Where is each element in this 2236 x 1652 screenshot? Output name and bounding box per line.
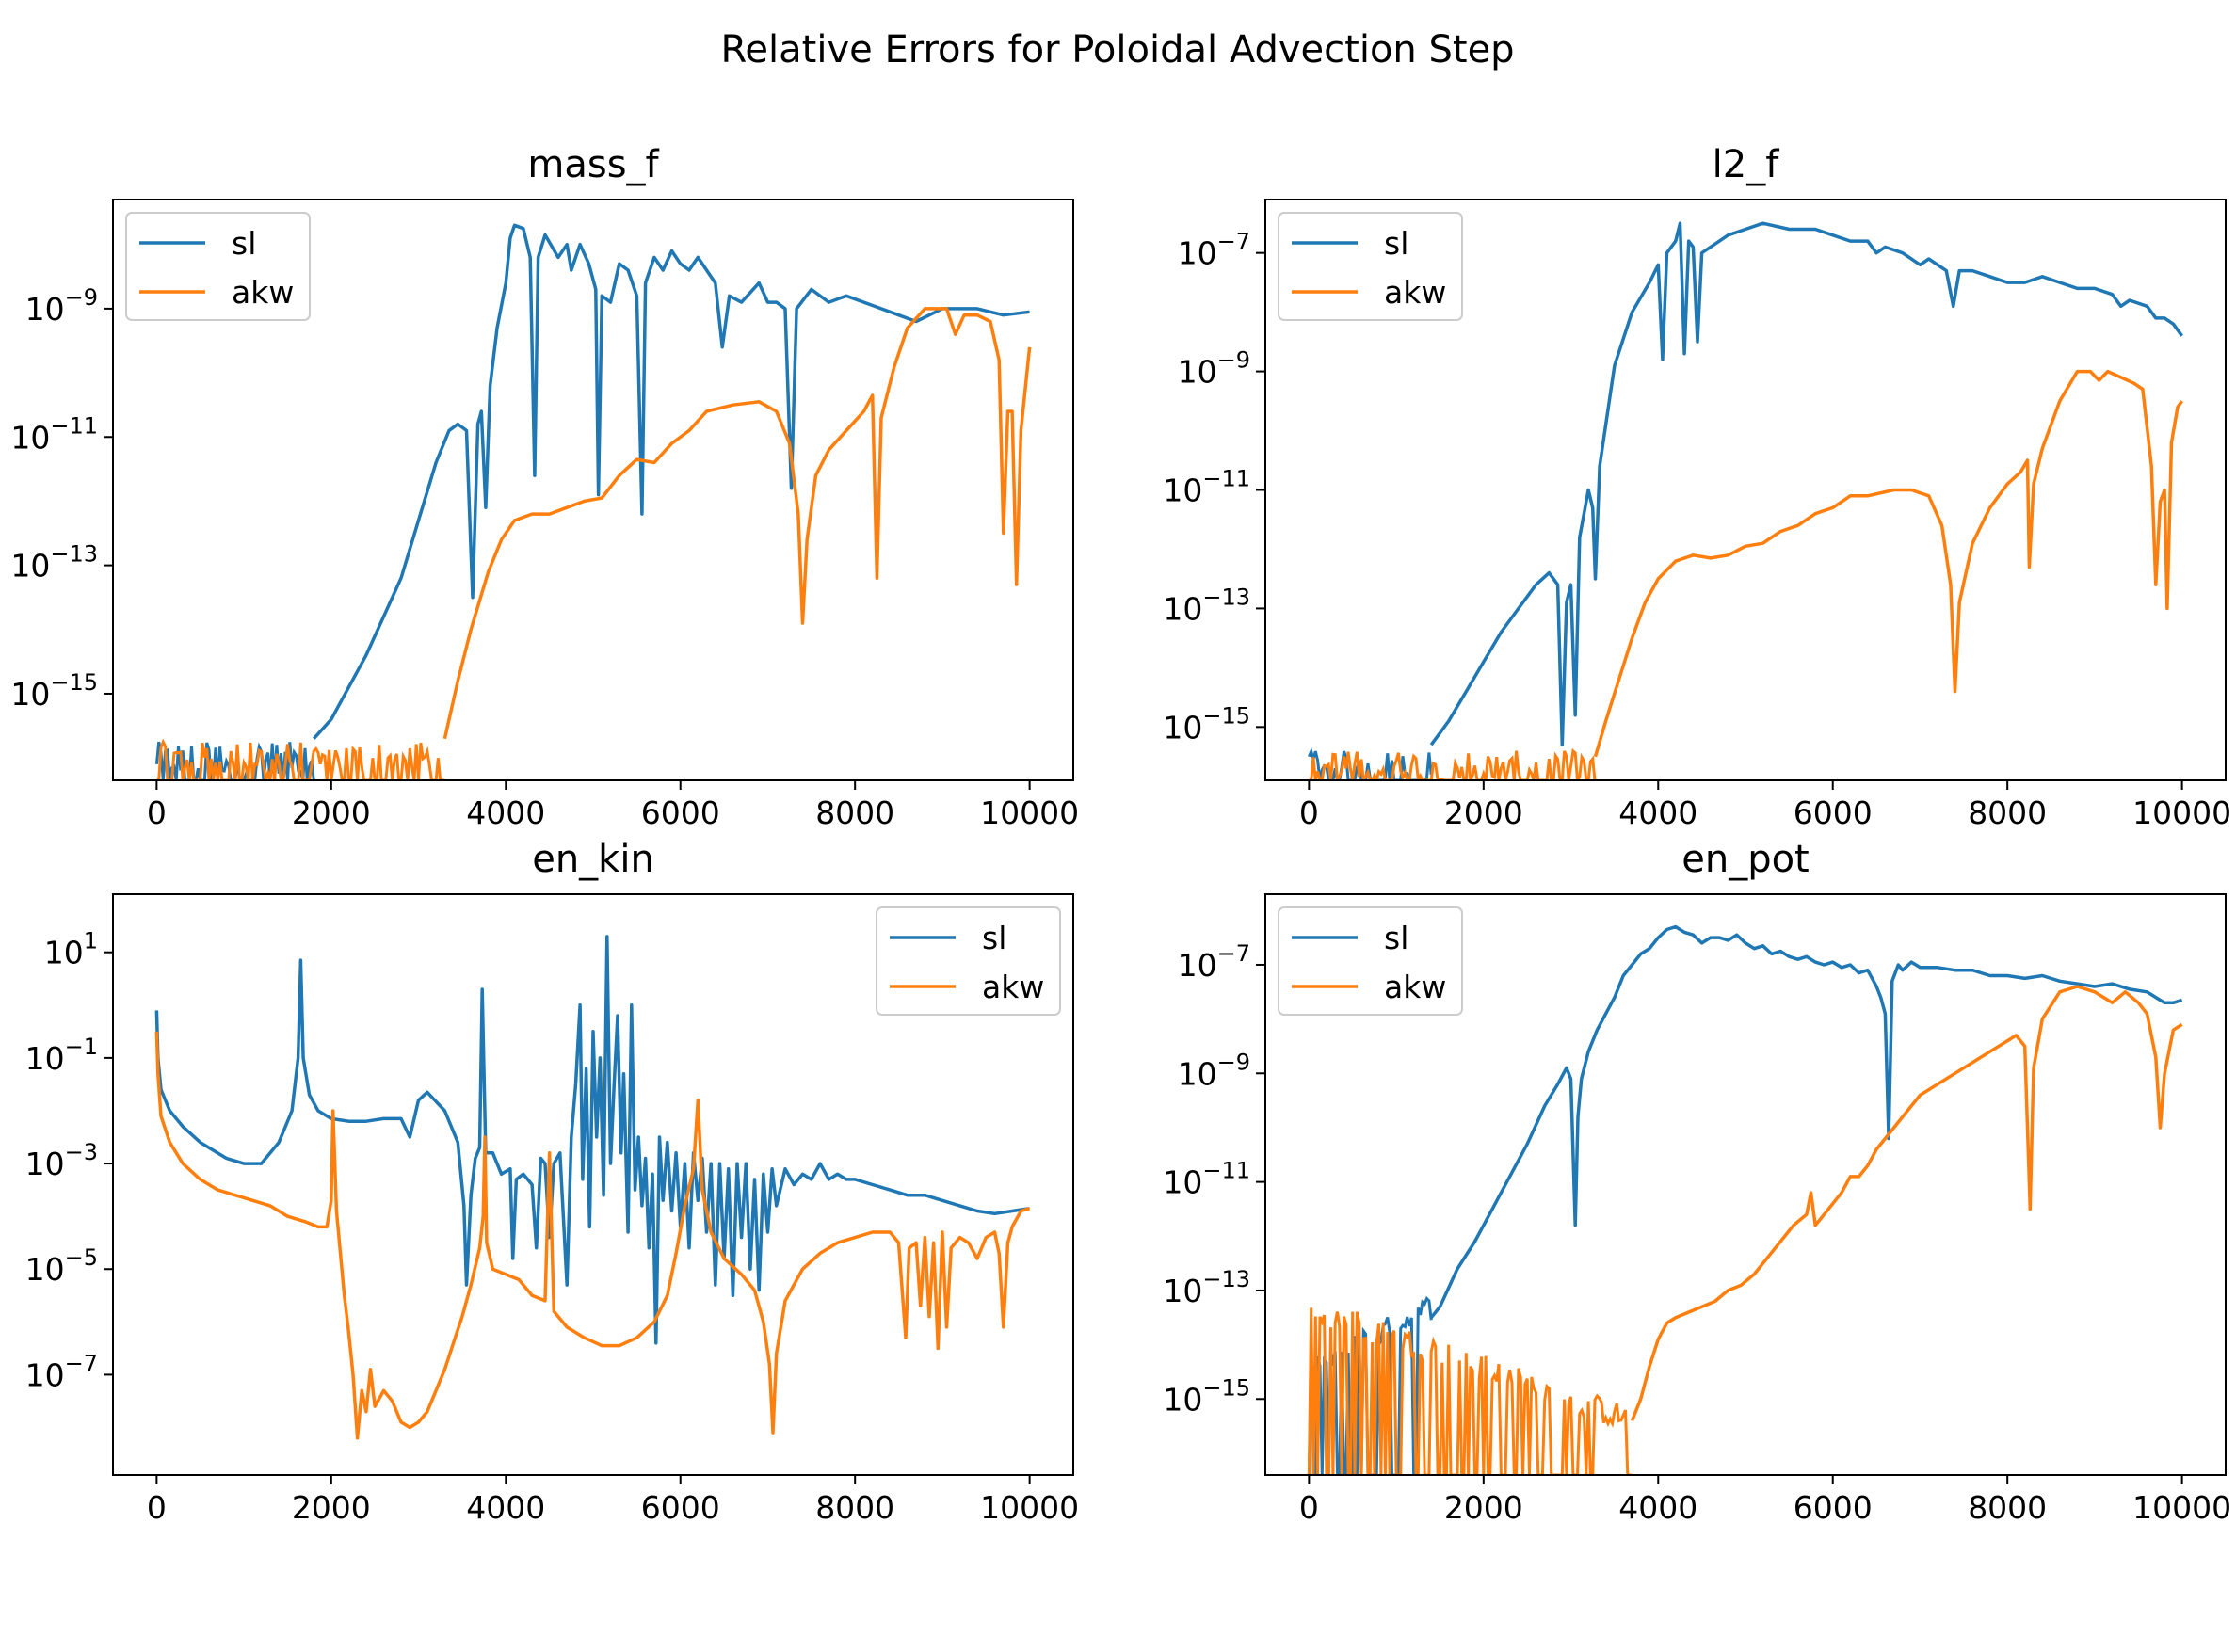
series-sl — [154, 935, 1030, 1345]
series-line-akw — [1593, 369, 2184, 758]
subplot-en_kin: en_kin 0 2000 4000 6000 8000 10000 10−7 10−5 10−3… — [25, 838, 1080, 1526]
y-tick-label: 10−13 — [1163, 584, 1250, 627]
y-tick-label: 10−7 — [25, 1350, 98, 1393]
x-tick-label: 4000 — [466, 794, 545, 831]
series-line-sl — [1429, 221, 2184, 746]
y-tick-label: 10−11 — [1163, 466, 1250, 509]
x-tick-label: 4000 — [1618, 1489, 1697, 1526]
x-tick-label: 2000 — [1444, 1489, 1523, 1526]
legend: sl akw — [1278, 906, 1463, 1016]
y-tick-label: 10−9 — [1178, 1049, 1250, 1092]
plot-frame — [1264, 199, 2227, 781]
x-tick-label: 2000 — [292, 1489, 371, 1526]
legend-label-akw: akw — [1384, 274, 1446, 311]
legend-label-sl: sl — [1384, 225, 1408, 262]
y-tick-label: 10−1 — [25, 1034, 98, 1077]
y-tick-label: 10−13 — [1163, 1266, 1250, 1309]
series-akw — [154, 1031, 1031, 1440]
legend-label-akw: akw — [982, 969, 1044, 1005]
plot-frame — [1264, 893, 2227, 1476]
x-tick-label: 4000 — [466, 1489, 545, 1526]
x-tick-label: 2000 — [1444, 794, 1523, 831]
x-tick-label: 0 — [1299, 1489, 1319, 1526]
subplot-l2_f: l2_f 0 2000 4000 6000 8000 10000 10−15 10−13 10−1… — [1163, 143, 2231, 831]
series-line-akw — [442, 307, 1032, 740]
series-noise-akw — [1307, 1307, 1633, 1475]
x-tick-label: 6000 — [641, 1489, 720, 1526]
subplot-title: mass_f — [527, 143, 659, 186]
series-akw — [1307, 985, 2183, 1475]
x-tick-label: 0 — [147, 794, 167, 831]
x-tick-label: 6000 — [641, 794, 720, 831]
plot-frame — [112, 199, 1074, 781]
y-tick-label: 10−11 — [1163, 1158, 1250, 1201]
y-tick-label: 101 — [44, 928, 98, 971]
series-line-sl — [313, 223, 1030, 740]
y-tick-label: 10−9 — [1178, 347, 1250, 391]
series-sl — [154, 223, 1030, 780]
legend: sl akw — [876, 906, 1061, 1016]
series-akw — [156, 307, 1032, 780]
y-tick-label: 10−9 — [25, 284, 98, 328]
series-line-akw — [154, 1031, 1031, 1440]
x-tick-label: 0 — [147, 1489, 167, 1526]
legend-label-akw: akw — [232, 274, 294, 311]
legend-label-sl: sl — [232, 225, 256, 262]
figure-title: Relative Errors for Poloidal Advection S… — [720, 28, 1514, 72]
y-tick-label: 10−7 — [1178, 229, 1250, 272]
x-tick-label: 10000 — [980, 794, 1079, 831]
y-tick-label: 10−5 — [25, 1244, 98, 1288]
x-tick-label: 6000 — [1794, 794, 1873, 831]
x-tick-label: 0 — [1299, 794, 1319, 831]
y-tick-label: 10−15 — [10, 669, 98, 713]
x-tick-label: 8000 — [1968, 794, 2047, 831]
subplot-title: en_kin — [532, 838, 654, 881]
x-tick-label: 6000 — [1794, 1489, 1873, 1526]
x-tick-label: 8000 — [815, 794, 894, 831]
x-tick-label: 10000 — [2132, 794, 2231, 831]
legend-label-sl: sl — [1384, 920, 1408, 956]
x-tick-label: 10000 — [980, 1489, 1079, 1526]
series-line-akw — [1630, 985, 2183, 1421]
y-tick-label: 10−3 — [25, 1139, 98, 1182]
legend-label-akw: akw — [1384, 969, 1446, 1005]
y-tick-label: 10−7 — [1178, 940, 1250, 984]
x-tick-label: 4000 — [1618, 794, 1697, 831]
subplot-title: l2_f — [1713, 143, 1780, 186]
x-tick-label: 10000 — [2132, 1489, 2231, 1526]
y-tick-label: 10−13 — [10, 541, 98, 585]
y-tick-label: 10−15 — [1163, 702, 1250, 746]
legend-label-sl: sl — [982, 920, 1006, 956]
series-noise-akw — [156, 738, 445, 780]
x-tick-label: 8000 — [815, 1489, 894, 1526]
legend: sl akw — [125, 212, 311, 321]
x-tick-label: 2000 — [292, 794, 371, 831]
series-line-sl — [154, 935, 1030, 1345]
subplot-title: en_pot — [1681, 838, 1810, 881]
y-tick-label: 10−11 — [10, 412, 98, 456]
series-line-sl — [1429, 924, 2183, 1319]
y-tick-label: 10−15 — [1163, 1374, 1250, 1418]
plot-frame — [112, 893, 1074, 1476]
series-noise-akw — [1309, 747, 1597, 780]
subplot-en_pot: en_pot 0 2000 4000 6000 8000 10000 10−15 10−13 10… — [1163, 838, 2231, 1526]
x-tick-label: 8000 — [1968, 1489, 2047, 1526]
subplot-mass_f: mass_f 0 2000 4000 6000 8000 10000 10−15 10−13 10… — [10, 143, 1079, 831]
series-akw — [1309, 369, 2184, 780]
legend: sl akw — [1278, 212, 1463, 321]
series-noise-sl — [154, 741, 315, 780]
